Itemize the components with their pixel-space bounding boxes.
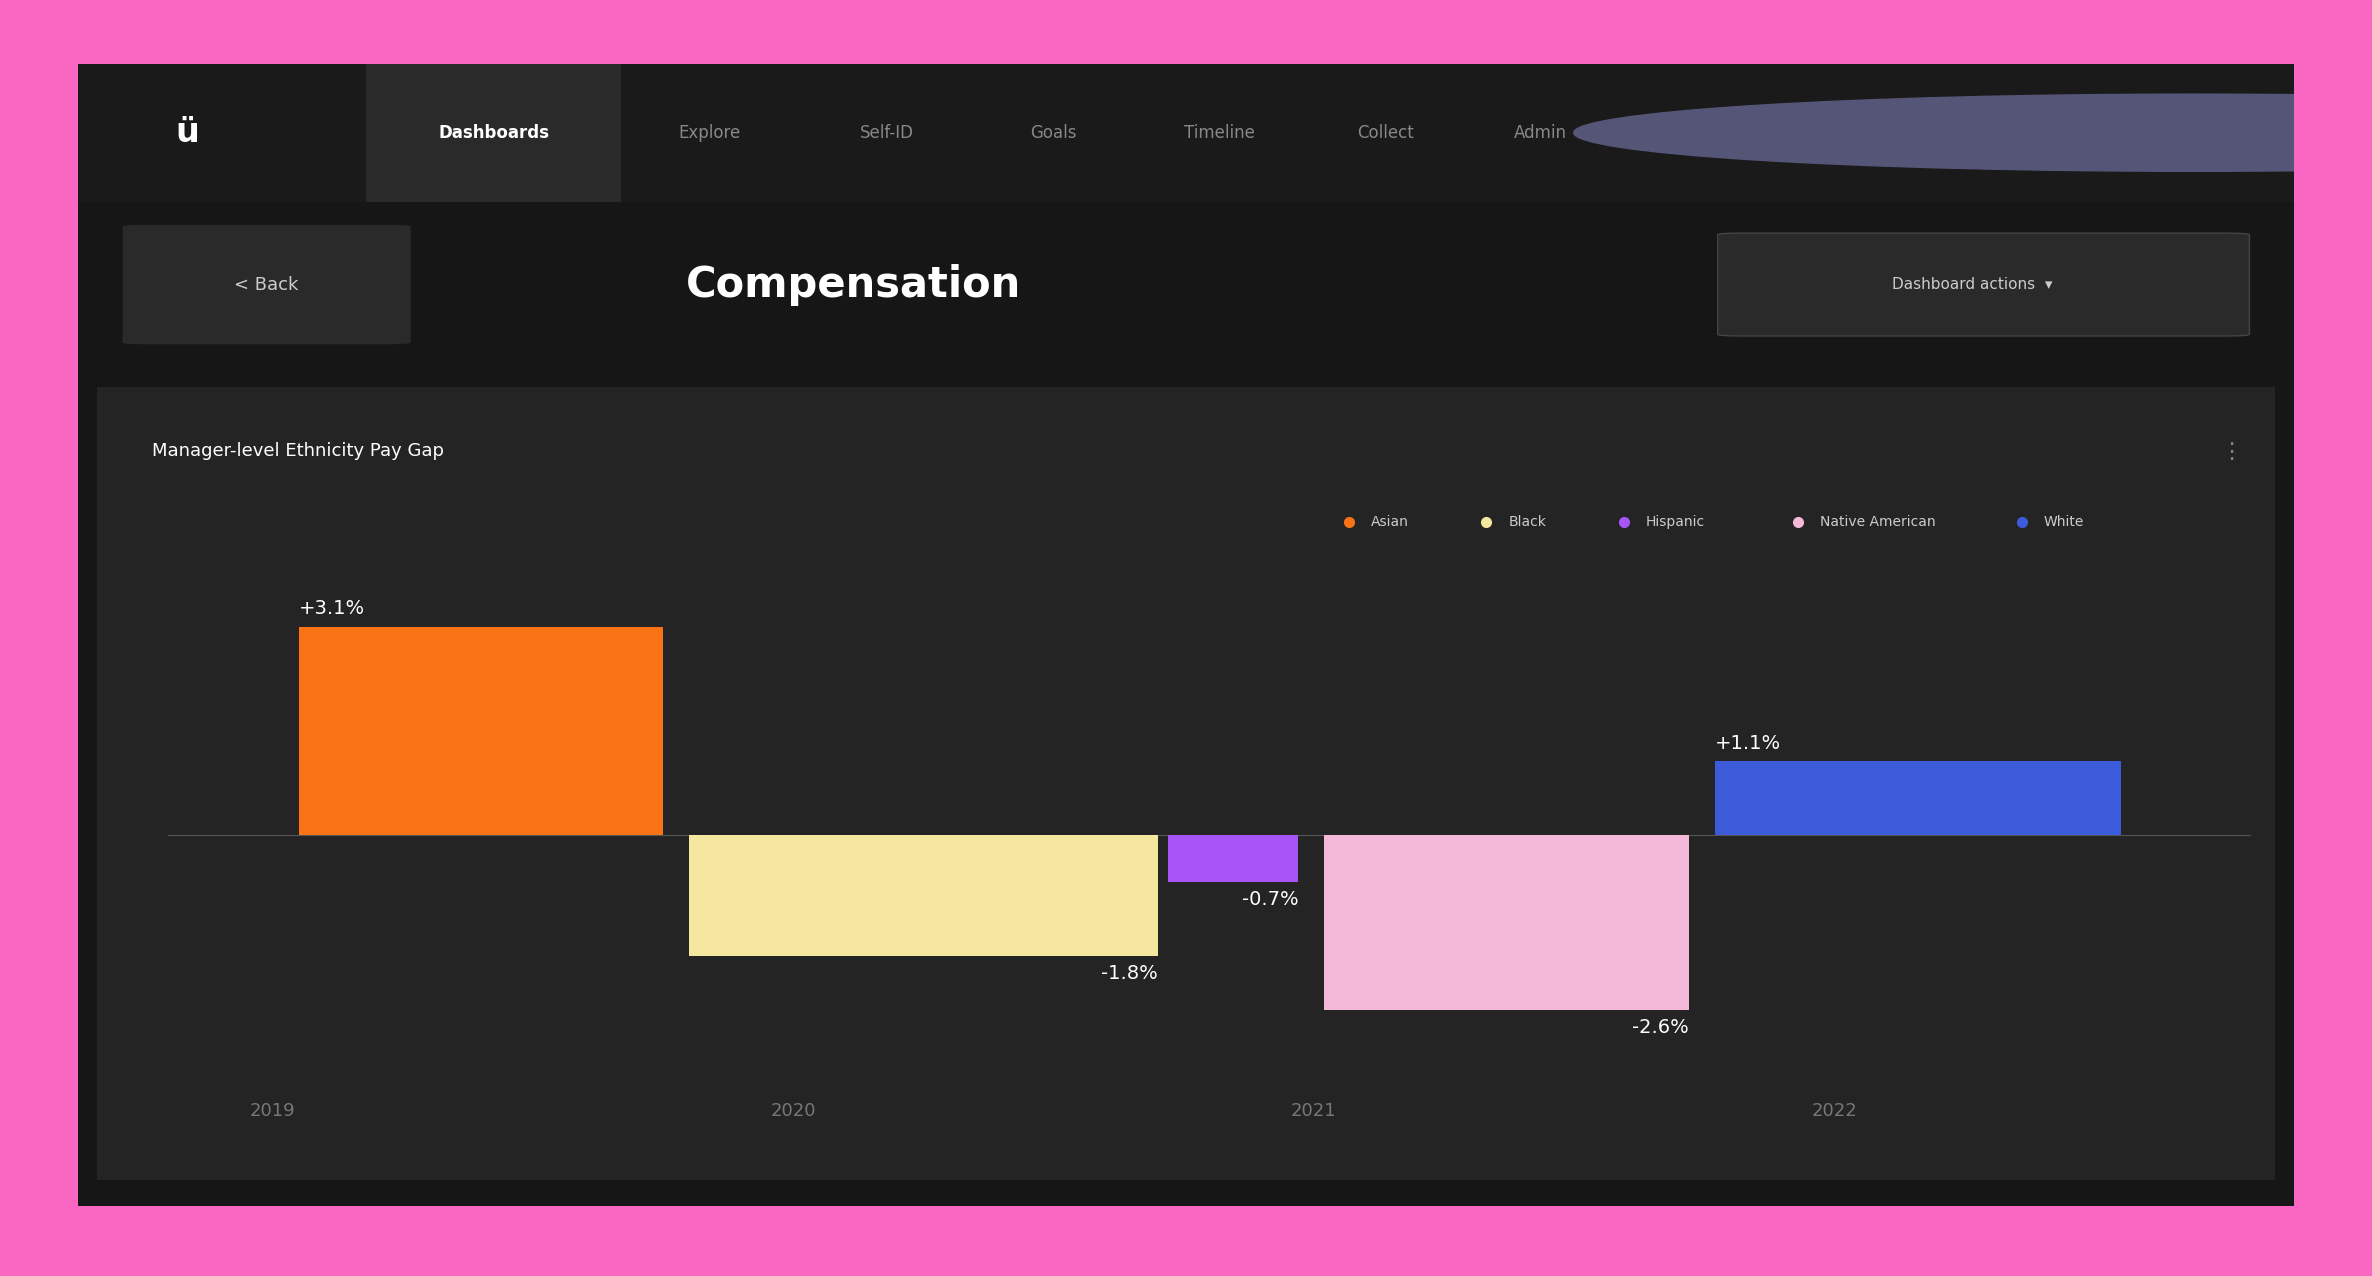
FancyBboxPatch shape bbox=[1717, 234, 2249, 336]
Text: White: White bbox=[2045, 514, 2085, 528]
Text: Explore: Explore bbox=[678, 124, 740, 142]
Bar bbox=[365, 64, 621, 202]
FancyBboxPatch shape bbox=[123, 225, 410, 345]
Text: Dashboards: Dashboards bbox=[439, 124, 550, 142]
Text: 🔔: 🔔 bbox=[2087, 124, 2099, 142]
Bar bbox=[1715, 762, 2121, 836]
Text: Compensation: Compensation bbox=[686, 264, 1022, 305]
Text: Hispanic: Hispanic bbox=[1646, 514, 1705, 528]
Text: < Back: < Back bbox=[235, 276, 299, 293]
Text: ü: ü bbox=[176, 116, 199, 149]
Text: Manager-level Ethnicity Pay Gap: Manager-level Ethnicity Pay Gap bbox=[152, 443, 444, 461]
Text: Dashboard actions  ▾: Dashboard actions ▾ bbox=[1893, 277, 2052, 292]
Bar bbox=[299, 627, 664, 836]
Text: +1.1%: +1.1% bbox=[1715, 734, 1781, 753]
Text: -1.8%: -1.8% bbox=[1101, 965, 1158, 984]
Bar bbox=[1324, 836, 1689, 1011]
Text: Collect: Collect bbox=[1357, 124, 1414, 142]
Text: Asian: Asian bbox=[1371, 514, 1409, 528]
Text: -2.6%: -2.6% bbox=[1632, 1018, 1689, 1037]
Text: 🌙: 🌙 bbox=[2011, 124, 2023, 142]
Text: Self-ID: Self-ID bbox=[861, 124, 913, 142]
Circle shape bbox=[1573, 94, 2372, 171]
Text: ⋮: ⋮ bbox=[2220, 443, 2242, 462]
Text: Timeline: Timeline bbox=[1184, 124, 1255, 142]
Text: Goals: Goals bbox=[1029, 124, 1077, 142]
Text: Native American: Native American bbox=[1819, 514, 1936, 528]
Bar bbox=[688, 836, 1158, 957]
Text: Admin: Admin bbox=[1513, 124, 1568, 142]
Text: Black: Black bbox=[1509, 514, 1547, 528]
Bar bbox=[1167, 836, 1297, 882]
Text: +3.1%: +3.1% bbox=[299, 600, 365, 619]
Text: -0.7%: -0.7% bbox=[1241, 891, 1297, 910]
